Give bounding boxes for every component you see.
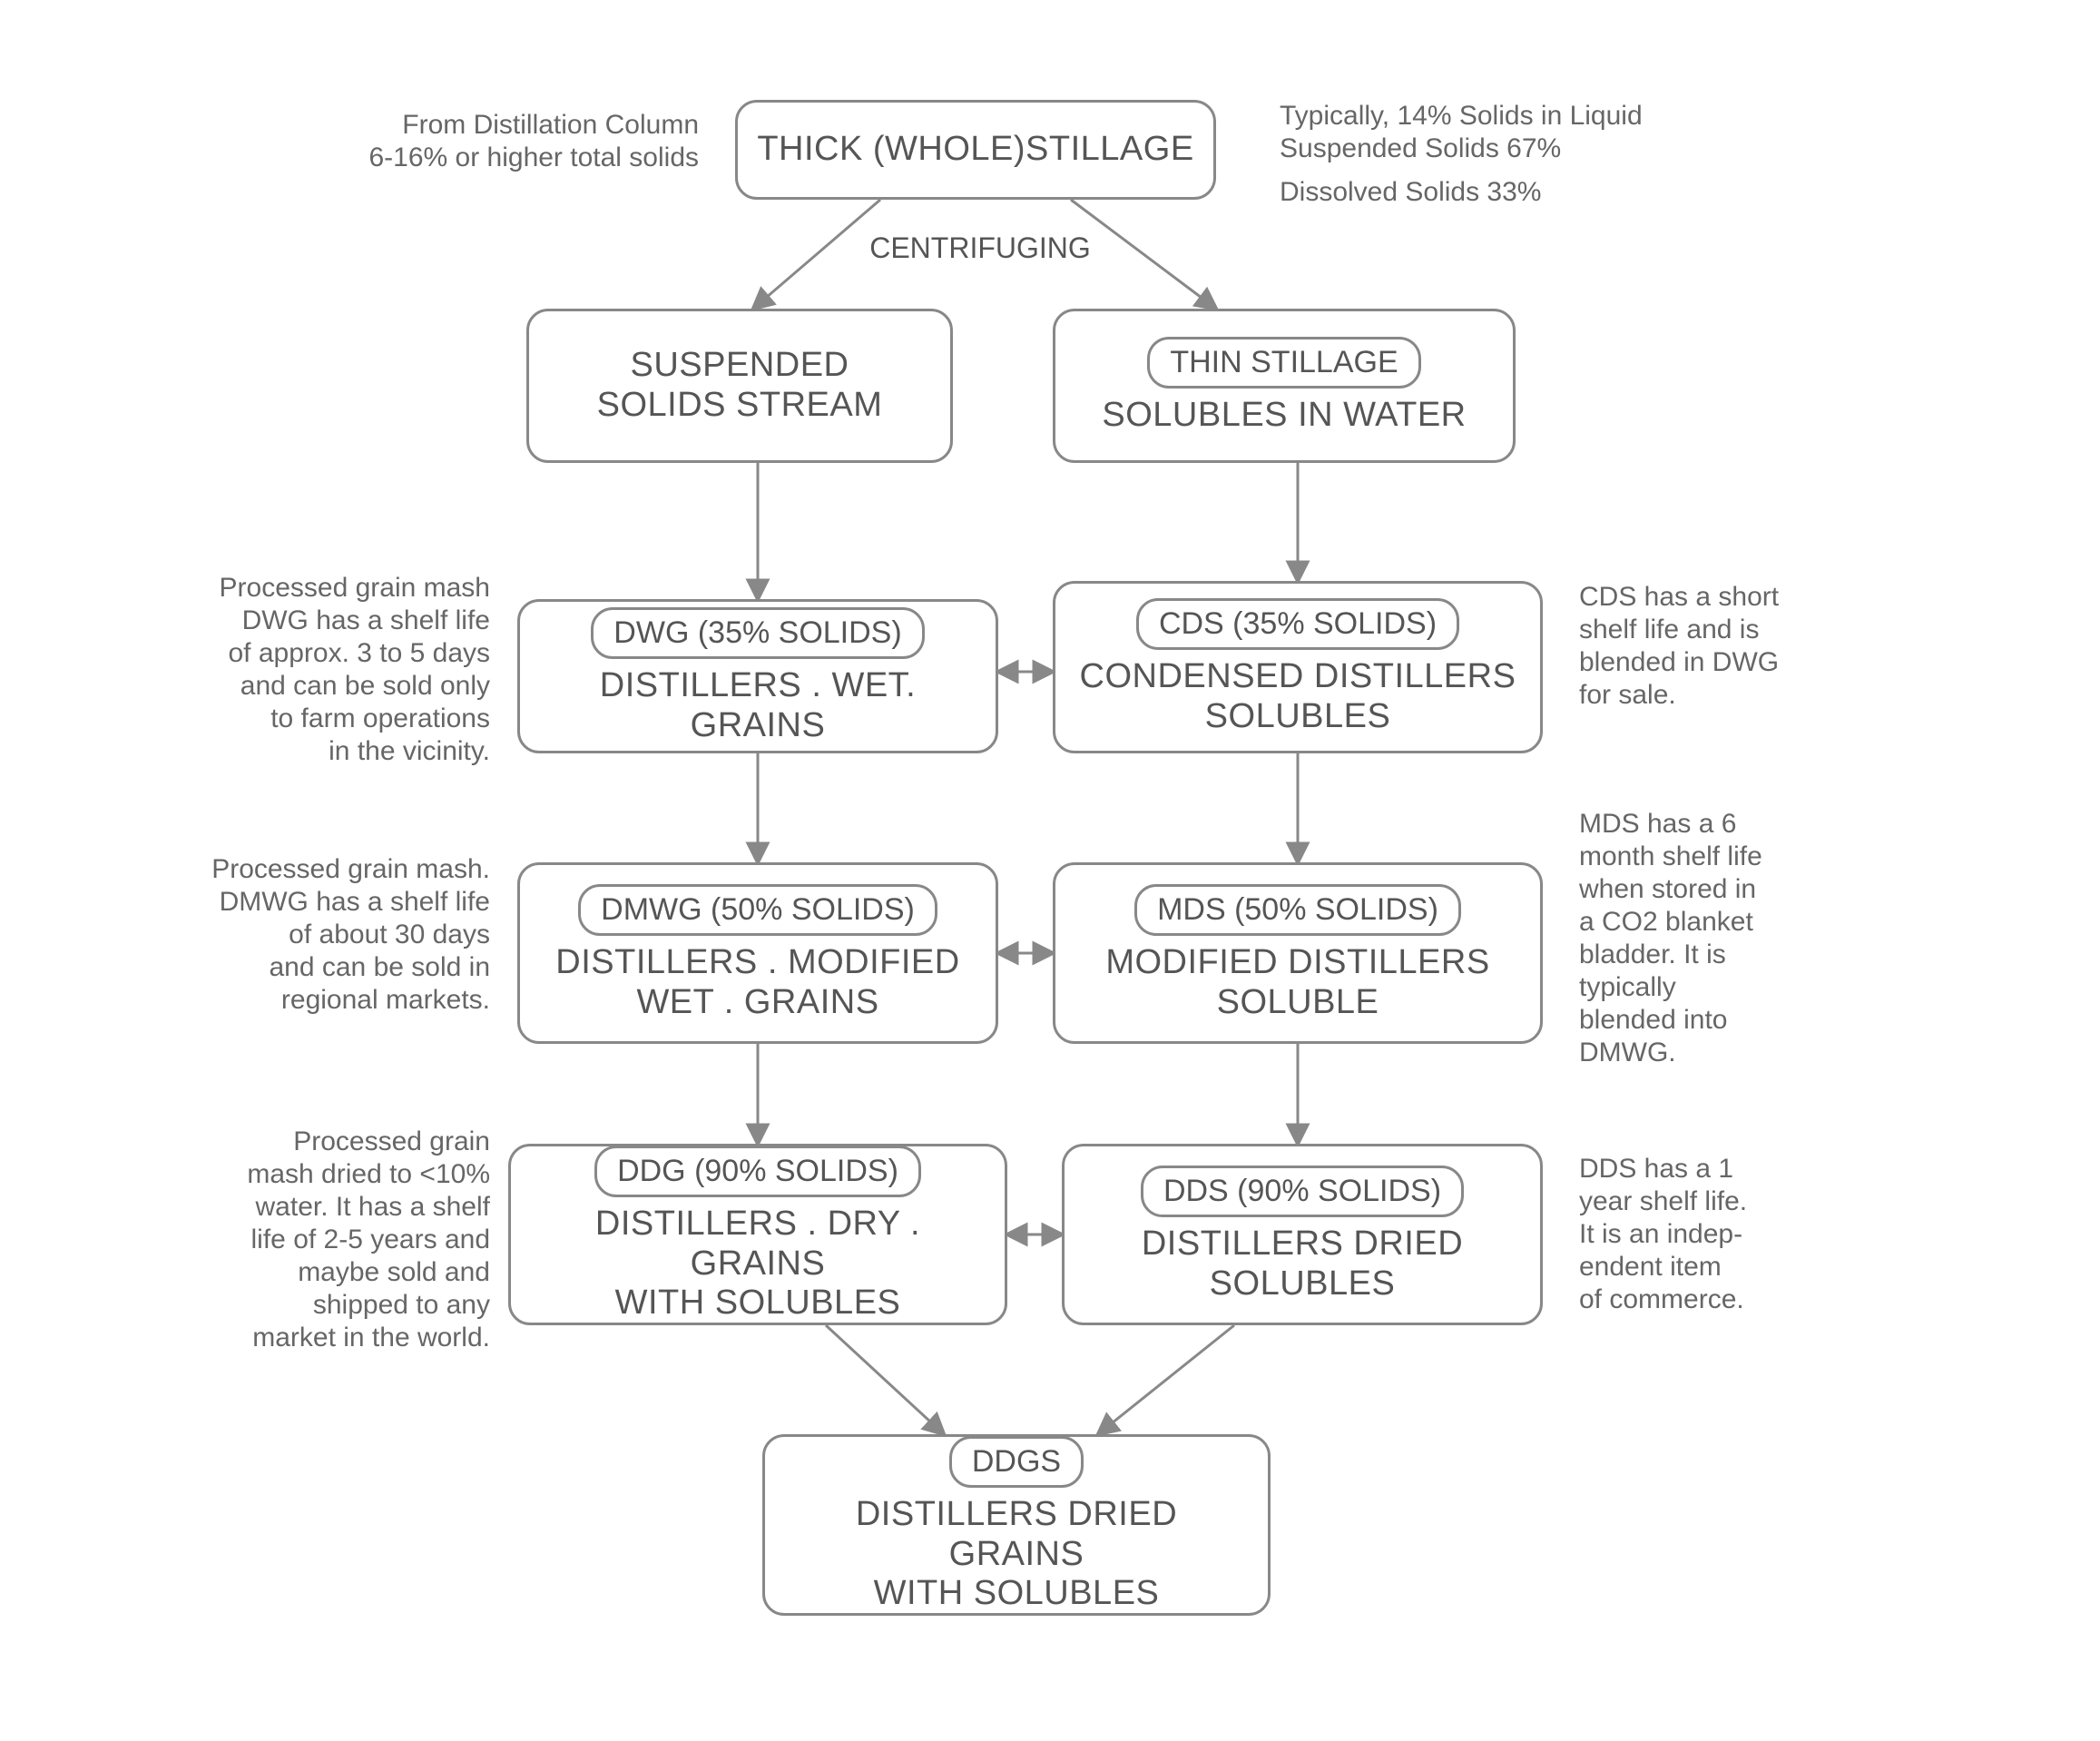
- annot-dwg-l6: in the vicinity.: [109, 735, 490, 768]
- annot-cds-l4: for sale.: [1579, 679, 1888, 712]
- annot-mds-l5: bladder. It is: [1579, 939, 1869, 971]
- node-mds-l2: SOLUBLE: [1217, 983, 1379, 1023]
- annot-top-left: From Distillation Column 6-16% or higher…: [245, 109, 699, 174]
- annot-mds: MDS has a 6 month shelf life when stored…: [1579, 808, 1869, 1069]
- pill-dmwg: DMWG (50% SOLIDS): [578, 884, 937, 936]
- edge-ddg-ddgs: [826, 1325, 944, 1434]
- annot-ddg-l5: maybe sold and: [127, 1256, 490, 1289]
- annot-mds-l7: blended into: [1579, 1004, 1869, 1037]
- annot-mds-l6: typically: [1579, 971, 1869, 1004]
- annot-top-right-l1: Typically, 14% Solids in Liquid: [1280, 100, 1788, 133]
- node-cds-l2: SOLUBLES: [1205, 697, 1391, 737]
- annot-dmwg-l4: and can be sold in: [109, 951, 490, 984]
- annot-dds-l4: endent item: [1579, 1251, 1869, 1284]
- node-mds-l1: MODIFIED DISTILLERS: [1105, 943, 1489, 983]
- annot-dmwg-l1: Processed grain mash.: [109, 853, 490, 886]
- pill-thin: THIN STILLAGE: [1147, 337, 1420, 389]
- annot-dwg-l4: and can be sold only: [109, 670, 490, 703]
- node-dmwg-l2: WET . GRAINS: [636, 983, 878, 1023]
- annot-dds-l5: of commerce.: [1579, 1284, 1869, 1316]
- annot-ddg: Processed grain mash dried to <10% water…: [127, 1126, 490, 1354]
- annot-cds-l1: CDS has a short: [1579, 581, 1888, 614]
- annot-ddg-l2: mash dried to <10%: [127, 1158, 490, 1191]
- annot-dmwg-l5: regional markets.: [109, 984, 490, 1017]
- pill-dds: DDS (90% SOLIDS): [1141, 1166, 1464, 1217]
- edge-dds-ddgs: [1098, 1325, 1234, 1434]
- annot-mds-l3: when stored in: [1579, 873, 1869, 906]
- node-thin-stillage: THIN STILLAGE SOLUBLES IN WATER: [1053, 309, 1516, 463]
- annot-dwg-l2: DWG has a shelf life: [109, 605, 490, 637]
- node-suspended: SUSPENDED SOLIDS STREAM: [526, 309, 953, 463]
- annot-dmwg-l3: of about 30 days: [109, 919, 490, 951]
- annot-dds-l2: year shelf life.: [1579, 1185, 1869, 1218]
- annot-top-right-l3: Dissolved Solids 33%: [1280, 176, 1788, 209]
- annot-mds-l4: a CO2 blanket: [1579, 906, 1869, 939]
- annot-cds-l2: shelf life and is: [1579, 614, 1888, 646]
- annot-dmwg: Processed grain mash. DMWG has a shelf l…: [109, 853, 490, 1017]
- annot-ddg-l6: shipped to any: [127, 1289, 490, 1322]
- annot-top-left-l1: From Distillation Column: [245, 109, 699, 142]
- node-suspended-l2: SOLIDS STREAM: [597, 386, 883, 426]
- node-ddg-l2: WITH SOLUBLES: [615, 1284, 901, 1323]
- annot-ddg-l3: water. It has a shelf: [127, 1191, 490, 1224]
- pill-dwg: DWG (35% SOLIDS): [591, 607, 924, 659]
- node-thick-label: THICK (WHOLE)STILLAGE: [757, 130, 1193, 170]
- diagram-canvas: THICK (WHOLE)STILLAGE CENTRIFUGING SUSPE…: [36, 36, 2064, 1705]
- pill-cds: CDS (35% SOLIDS): [1136, 598, 1459, 650]
- annot-ddg-l7: market in the world.: [127, 1322, 490, 1354]
- annot-dds: DDS has a 1 year shelf life. It is an in…: [1579, 1153, 1869, 1316]
- annot-dds-l1: DDS has a 1: [1579, 1153, 1869, 1185]
- annot-mds-l8: DMWG.: [1579, 1037, 1869, 1069]
- node-dds-l1: DISTILLERS DRIED: [1142, 1225, 1463, 1264]
- node-mds: MDS (50% SOLIDS) MODIFIED DISTILLERS SOL…: [1053, 862, 1543, 1044]
- annot-top-right: Typically, 14% Solids in Liquid Suspende…: [1280, 100, 1788, 209]
- annot-top-right-l2: Suspended Solids 67%: [1280, 133, 1788, 165]
- node-ddg-l1: DISTILLERS . DRY . GRAINS: [529, 1205, 986, 1284]
- node-cds-l1: CONDENSED DISTILLERS: [1080, 657, 1516, 697]
- annot-dmwg-l2: DMWG has a shelf life: [109, 886, 490, 919]
- annot-cds: CDS has a short shelf life and is blende…: [1579, 581, 1888, 712]
- pill-ddgs: DDGS: [949, 1436, 1084, 1488]
- node-ddgs-l2: WITH SOLUBLES: [874, 1574, 1160, 1614]
- annot-cds-l3: blended in DWG: [1579, 646, 1888, 679]
- node-thin-main: SOLUBLES IN WATER: [1102, 396, 1466, 436]
- annot-dwg-l3: of approx. 3 to 5 days: [109, 637, 490, 670]
- node-dmwg: DMWG (50% SOLIDS) DISTILLERS . MODIFIED …: [517, 862, 998, 1044]
- annot-mds-l2: month shelf life: [1579, 841, 1869, 873]
- annot-dwg: Processed grain mash DWG has a shelf lif…: [109, 572, 490, 768]
- node-dds: DDS (90% SOLIDS) DISTILLERS DRIED SOLUBL…: [1062, 1144, 1543, 1325]
- annot-top-left-l2: 6-16% or higher total solids: [245, 142, 699, 174]
- pill-ddg: DDG (90% SOLIDS): [594, 1146, 921, 1197]
- node-ddgs-l1: DISTILLERS DRIED GRAINS: [783, 1495, 1250, 1574]
- annot-dwg-l1: Processed grain mash: [109, 572, 490, 605]
- annot-dwg-l5: to farm operations: [109, 703, 490, 735]
- annot-ddg-l4: life of 2-5 years and: [127, 1224, 490, 1256]
- process-centrifuging: CENTRIFUGING: [853, 231, 1107, 265]
- annot-ddg-l1: Processed grain: [127, 1126, 490, 1158]
- node-ddg: DDG (90% SOLIDS) DISTILLERS . DRY . GRAI…: [508, 1144, 1007, 1325]
- node-cds: CDS (35% SOLIDS) CONDENSED DISTILLERS SO…: [1053, 581, 1543, 753]
- node-dwg-main: DISTILLERS . WET. GRAINS: [538, 666, 977, 745]
- node-ddgs: DDGS DISTILLERS DRIED GRAINS WITH SOLUBL…: [762, 1434, 1271, 1616]
- node-dmwg-l1: DISTILLERS . MODIFIED: [555, 943, 959, 983]
- pill-mds: MDS (50% SOLIDS): [1134, 884, 1461, 936]
- node-dds-l2: SOLUBLES: [1210, 1264, 1396, 1304]
- node-dwg: DWG (35% SOLIDS) DISTILLERS . WET. GRAIN…: [517, 599, 998, 753]
- node-suspended-l1: SUSPENDED: [631, 346, 849, 386]
- annot-mds-l1: MDS has a 6: [1579, 808, 1869, 841]
- node-thick-stillage: THICK (WHOLE)STILLAGE: [735, 100, 1216, 200]
- annot-dds-l3: It is an indep-: [1579, 1218, 1869, 1251]
